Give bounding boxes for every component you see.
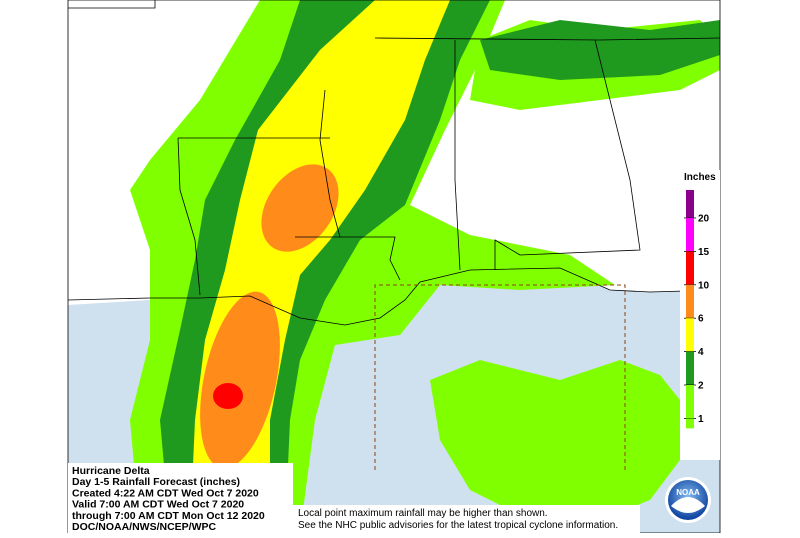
map-area [68,0,720,533]
disclaimer-background [293,505,640,533]
legend-label: 2 [698,381,704,392]
legend-swatch [686,385,694,419]
legend-label: 6 [698,314,704,325]
info-line: Created 4:22 AM CDT Wed Oct 7 2020 [72,487,259,499]
state-borders [68,0,720,326]
disclaimer: Local point maximum rainfall may be high… [293,505,640,533]
legend-title: Inches [684,172,716,183]
info-line: Valid 7:00 AM CDT Wed Oct 7 2020 [72,499,244,511]
rain-6in-south [200,291,280,469]
rain-1in-east [430,360,680,520]
rain-10in [213,383,243,409]
info-line: Day 1-5 Rainfall Forecast (inches) [72,476,240,488]
legend-swatch [686,418,694,429]
noaa-logo: NOAA [665,477,711,523]
disclaimer-line: Local point maximum rainfall may be high… [298,508,548,519]
legend-label: 4 [698,347,704,358]
info-line: through 7:00 AM CDT Mon Oct 12 2020 [72,510,265,522]
rain-2in-north [480,20,720,80]
legend-label: 1 [698,414,704,425]
legend-swatch [686,190,694,219]
rain-6in-north [261,164,339,252]
disclaimer-line: See the NHC public advisories for the la… [298,520,618,531]
info-background [68,463,293,533]
info-line: DOC/NOAA/NWS/NCEP/WPC [72,521,217,533]
legend-swatch [686,284,694,319]
legend-swatch [686,351,694,385]
legend-swatch [686,251,694,285]
legend-swatch [686,218,694,252]
logo-text: NOAA [676,488,700,497]
info-line: Hurricane Delta [72,465,150,477]
legend-label: 15 [698,247,710,258]
legend-swatch [686,318,694,352]
legend-label: 10 [698,280,710,291]
legend: Inches 20 15 10 6 4 2 1 [680,170,720,460]
forecast-box [374,284,626,470]
logo-bird [671,497,705,513]
legend-label: 20 [698,214,710,225]
